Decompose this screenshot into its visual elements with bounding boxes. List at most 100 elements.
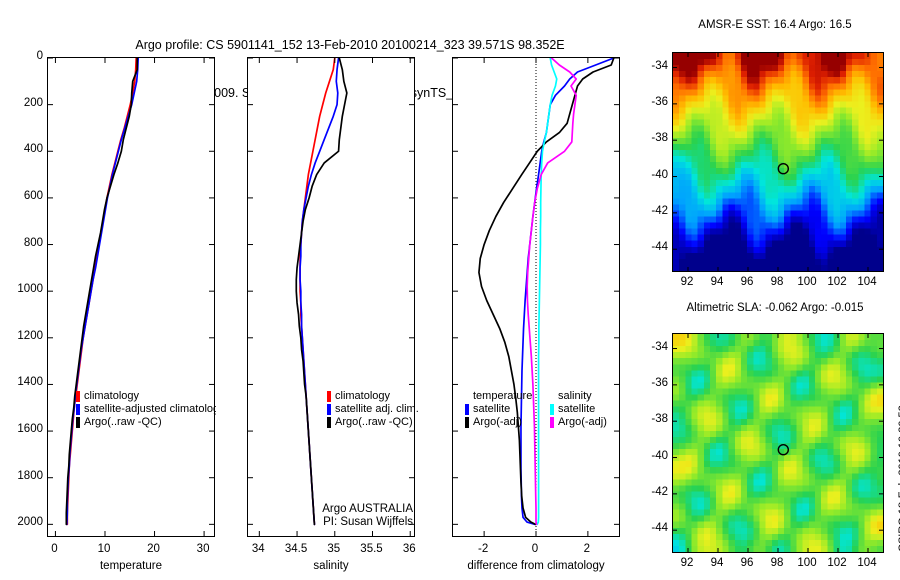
x-tick-label: 20 [147,543,160,555]
map-y-tick-label: -42 [651,204,668,217]
y-tick-label: 1800 [17,469,43,482]
legend-swatch-satellite [327,404,331,415]
legend-group-title: salinity [558,390,592,402]
map-x-tick-label: 92 [680,557,694,569]
difference-axis-label: difference from climatology [467,560,605,572]
map-x-tick-label: 98 [770,276,784,288]
x-tick-label: 10 [97,543,111,555]
legend-swatch-argo [327,417,331,428]
map-y-tick-label: -38 [651,132,668,145]
credit-line-2: PI: Susan Wijffels [323,516,413,528]
map-x-tick-label: 94 [710,276,724,288]
legend-item: Argo(..raw -QC) [76,416,216,429]
y-tick-label: 400 [23,143,43,156]
difference-legend-salinity: salinity satellite Argo(-adj) [550,390,607,429]
argo-credit: Argo AUSTRALIA PI: Susan Wijffels [255,503,413,529]
x-tick-label: -2 [478,543,489,555]
map-y-tick-label: -34 [651,340,668,353]
map-y-tick-label: -36 [651,95,668,108]
difference-panel [452,57,620,537]
legend-label: climatology [84,390,140,402]
legend-item: satellite [550,403,607,416]
legend-swatch-argo [76,417,80,428]
legend-swatch-climatology [76,391,80,402]
temperature-legend: climatology satellite-adjusted climatolo… [76,390,216,429]
map-y-tick-label: -44 [651,241,668,254]
map-y-tick-label: -34 [651,59,668,72]
x-tick-label: 34 [251,543,265,555]
y-tick-label: 800 [23,236,43,249]
temperature-axis-label: temperature [99,560,162,572]
legend-item: satellite [465,403,532,416]
sla-map-panel [672,333,884,553]
legend-label: satellite adj. clim. [335,403,419,415]
temperature-panel [47,57,215,537]
map-x-tick-label: 100 [797,557,817,569]
y-tick-label: 1400 [17,376,43,389]
map-x-tick-label: 92 [680,276,694,288]
map-y-tick-label: -40 [651,168,668,181]
map-x-tick-label: 102 [827,557,847,569]
legend-label: satellite [558,403,596,415]
x-tick-label: 35.5 [360,543,383,555]
y-tick-label: 600 [23,189,43,202]
legend-item: Argo(-adj) [550,416,607,429]
map-y-tick-label: -40 [651,449,668,462]
y-tick-label: 1600 [17,423,43,436]
legend-label: satellite [473,403,511,415]
legend-item: climatology [76,390,216,403]
sla-map-title: Altimetric SLA: -0.062 Argo: -0.015 [686,302,864,314]
map-y-tick-label: -36 [651,376,668,389]
y-tick-label: 1000 [17,283,43,296]
x-tick-label: 35 [327,543,341,555]
legend-swatch-climatology [327,391,331,402]
legend-label: Argo(-adj) [473,416,522,428]
map-x-tick-label: 104 [857,276,877,288]
map-x-tick-label: 96 [740,557,754,569]
y-tick-label: 0 [36,50,43,62]
legend-swatch-salinity-argo [550,417,554,428]
legend-item: satellite-adjusted climatology [76,403,216,416]
map-x-tick-label: 98 [770,557,784,569]
difference-legend-temperature: temperature satellite Argo(-adj) [465,390,532,429]
sst-map-panel [672,52,884,272]
y-tick-label: 200 [23,96,43,109]
map-x-tick-label: 96 [740,276,754,288]
legend-label: satellite-adjusted climatology [84,403,216,415]
x-tick-label: 30 [196,543,210,555]
legend-label: Argo(-adj) [558,416,607,428]
salinity-panel [247,57,415,537]
legend-item: Argo(..raw -QC) [327,416,419,429]
salinity-axis-label: salinity [313,560,349,572]
x-tick-label: 0 [51,543,58,555]
map-x-tick-label: 100 [797,276,817,288]
x-tick-label: 0 [531,543,539,555]
legend-swatch-salinity-satellite [550,404,554,415]
x-tick-label: 36 [402,543,416,555]
x-tick-label: 2 [583,543,591,555]
x-tick-label: 34.5 [284,543,308,555]
legend-swatch-argo [465,417,469,428]
sst-map-title: AMSR-E SST: 16.4 Argo: 16.5 [698,19,852,31]
legend-label: climatology [335,390,391,402]
map-y-tick-label: -42 [651,485,668,498]
y-tick-label: 1200 [17,329,43,342]
legend-swatch-satellite [76,404,80,415]
title-line-1: Argo profile: CS 5901141_152 13-Feb-2010… [135,38,565,52]
map-y-tick-label: -38 [651,413,668,426]
legend-item: satellite adj. clim. [327,403,419,416]
legend-label: Argo(..raw -QC) [84,416,162,428]
map-x-tick-label: 104 [857,557,877,569]
legend-label: Argo(..raw -QC) [335,416,413,428]
legend-item: climatology [327,390,419,403]
credit-line-1: Argo AUSTRALIA [322,503,413,515]
legend-item: Argo(-adj) [465,416,532,429]
legend-group-title: temperature [473,390,533,402]
salinity-legend: climatology satellite adj. clim. Argo(..… [327,390,419,429]
map-x-tick-label: 94 [710,557,724,569]
map-x-tick-label: 102 [827,276,847,288]
map-y-tick-label: -44 [651,522,668,535]
legend-swatch-satellite [465,404,469,415]
y-tick-label: 2000 [17,516,43,529]
